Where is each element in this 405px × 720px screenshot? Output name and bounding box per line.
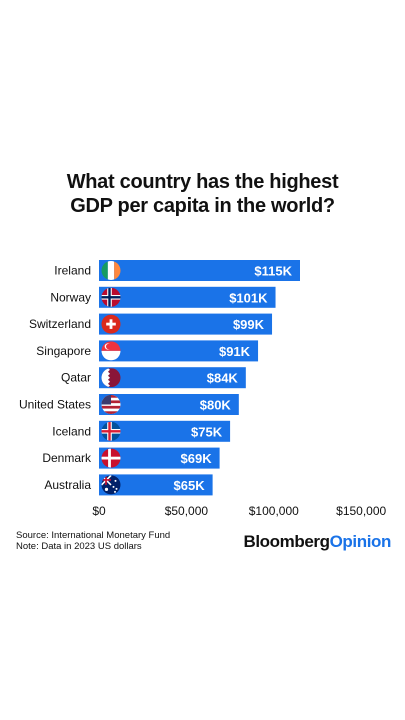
bar-denmark [99, 447, 220, 469]
x-tick-label: $150,000 [336, 504, 386, 518]
category-label: Singapore [36, 344, 91, 358]
qatar-flag-icon [101, 368, 121, 388]
chart-footnote: Source: International Monetary Fund Note… [16, 530, 171, 552]
bar-iceland [99, 420, 231, 442]
value-label: $115K [254, 264, 292, 279]
bar-australia [99, 474, 213, 496]
bloomberg-opinion-logo: BloombergOpinion [243, 532, 391, 552]
singapore-flag-icon [101, 341, 121, 361]
value-label: $91K [219, 344, 251, 359]
category-label: Switzerland [29, 317, 91, 331]
australia-flag-icon [101, 475, 121, 495]
x-tick-label: $0 [92, 504, 106, 518]
value-label: $101K [229, 290, 268, 305]
switzerland-flag-icon [101, 314, 121, 334]
chart-title-line-2: GDP per capita in the world? [70, 195, 335, 217]
category-label: Denmark [42, 451, 92, 465]
category-label: Australia [44, 478, 91, 492]
bar-switzerland [99, 313, 273, 335]
category-label: Ireland [54, 264, 91, 278]
value-label: $80K [200, 398, 232, 413]
ireland-flag-icon [101, 261, 121, 280]
iceland-flag-icon [101, 421, 121, 441]
bar-qatar [99, 367, 246, 389]
bar-united-states [99, 394, 239, 415]
value-label: $75K [191, 424, 223, 439]
category-label: Iceland [52, 424, 91, 438]
category-label: United States [19, 398, 91, 412]
category-label: Norway [50, 290, 91, 304]
value-label: $99K [233, 317, 265, 332]
united-states-flag-icon [101, 395, 121, 414]
value-label: $69K [181, 451, 213, 466]
value-label: $65K [174, 478, 206, 493]
x-tick-label: $100,000 [249, 504, 299, 518]
value-label: $84K [207, 371, 239, 386]
x-tick-label: $50,000 [165, 504, 209, 518]
bar-ireland [99, 260, 300, 281]
category-label: Qatar [61, 371, 91, 385]
chart-title-line-1: What country has the highest [66, 171, 339, 193]
denmark-flag-icon [101, 448, 121, 468]
note-text: Note: Data in 2023 US dollars [16, 540, 142, 552]
bar-chart: Ireland $115K Norway $101K Switzerland $99K Si… [19, 260, 387, 518]
logo-bloomberg: Bloomberg [243, 532, 330, 551]
norway-flag-icon [101, 287, 121, 307]
bar-norway [99, 286, 276, 308]
chart-title: What country has the highest GDP per cap… [0, 170, 405, 218]
bar-singapore [99, 340, 259, 362]
source-text: Source: International Monetary Fund [16, 530, 171, 541]
logo-opinion: Opinion [329, 532, 392, 551]
